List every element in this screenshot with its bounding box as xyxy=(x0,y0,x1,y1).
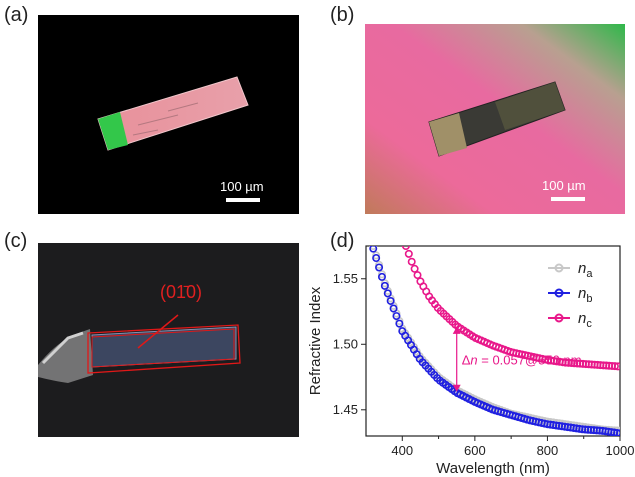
plane-label: (01̄0) xyxy=(160,282,202,302)
legend-item-n_a: na xyxy=(548,260,593,280)
crystal-c-holder xyxy=(38,329,93,383)
scale-bar-a xyxy=(226,198,260,202)
series-marker xyxy=(616,429,620,436)
series-marker xyxy=(372,254,381,263)
series-marker xyxy=(404,249,413,258)
y-axis-label: Refractive Index xyxy=(307,286,324,395)
series-n_c xyxy=(401,246,620,371)
crystal-b-end-region xyxy=(429,113,467,156)
delta-n-label: Δn = 0.057@550 nm xyxy=(462,352,582,367)
series-marker xyxy=(369,246,378,253)
x-axis-label: Wavelength (nm) xyxy=(436,460,550,477)
series-marker xyxy=(375,260,384,269)
y-tick-label: 1.55 xyxy=(333,271,358,286)
series-marker xyxy=(392,312,401,321)
scale-bar-a-label: 100 µm xyxy=(220,179,264,194)
panel-b-label: (b) xyxy=(330,4,355,26)
crystal-c-outline xyxy=(87,324,241,374)
series-marker xyxy=(380,281,389,290)
scale-bar-b xyxy=(551,197,585,201)
series-marker xyxy=(613,428,620,436)
series-marker xyxy=(395,319,404,328)
series-marker xyxy=(389,304,398,313)
x-tick-label: 800 xyxy=(537,443,559,458)
legend-item-n_c: nc xyxy=(548,310,592,330)
legend-swatch-marker xyxy=(554,313,564,323)
series-marker xyxy=(383,289,392,298)
x-tick-label: 1000 xyxy=(606,443,635,458)
series-marker xyxy=(380,279,389,288)
legend-swatch-marker xyxy=(554,263,564,273)
crystal-a-green-region xyxy=(98,112,128,150)
series-n_b xyxy=(369,246,620,436)
series-marker xyxy=(377,272,386,281)
legend-label: nb xyxy=(578,285,592,305)
plane-pointer-line xyxy=(137,314,179,349)
series-marker xyxy=(401,246,410,250)
panel-c-label: (c) xyxy=(4,230,28,252)
micrograph-c: (01̄0) xyxy=(38,243,299,437)
crystal-a-image xyxy=(97,76,249,151)
series-marker xyxy=(377,270,386,279)
crystal-c-outline-inner xyxy=(91,328,235,368)
legend-label: nc xyxy=(578,310,592,330)
series-marker xyxy=(610,362,619,371)
delta-n-arrowhead-bottom xyxy=(452,384,461,392)
refractive-index-chart: 400 600 800 1000 1.45 1.50 1.55 Wavelength (nm)… xyxy=(307,245,635,477)
micrograph-a: 100 µm xyxy=(38,15,299,214)
crystal-c-holder-edge xyxy=(41,331,84,365)
plot-frame xyxy=(365,245,621,437)
chart-axes: 400 600 800 1000 1.45 1.50 1.55 Wavelength (nm)… xyxy=(307,245,635,477)
delta-n-arrowhead-top xyxy=(452,326,461,334)
series-marker xyxy=(407,257,416,266)
crystal-a-body xyxy=(97,76,249,151)
y-tick-label: 1.45 xyxy=(333,402,358,417)
panel-a-label: (a) xyxy=(4,4,29,26)
crystal-b-image xyxy=(365,24,625,214)
scale-bar-b-label: 100 µm xyxy=(542,178,586,193)
legend-item-n_b: nb xyxy=(548,285,592,305)
chart-series-layer xyxy=(369,246,620,436)
micrograph-b: 100 µm xyxy=(365,24,625,214)
series-marker xyxy=(375,263,384,272)
crystal-c-image: (01̄0) xyxy=(38,282,241,383)
series-marker xyxy=(386,296,395,305)
series-marker xyxy=(410,264,419,273)
y-tick-label: 1.50 xyxy=(333,336,358,351)
legend-swatch-marker xyxy=(554,288,564,298)
x-tick-label: 400 xyxy=(391,443,413,458)
series-marker xyxy=(372,251,381,260)
series-marker xyxy=(369,246,378,250)
x-tick-label: 600 xyxy=(464,443,486,458)
crystal-b-shade xyxy=(495,82,565,130)
chart-annotation-layer: Δn = 0.057@550 nm xyxy=(452,326,582,392)
chart-legend: na nb nc xyxy=(548,260,593,330)
legend-label: na xyxy=(578,260,593,280)
series-marker xyxy=(413,271,422,280)
series-marker xyxy=(613,362,620,371)
crystal-a-texture xyxy=(132,102,199,136)
panel-d-label: (d) xyxy=(330,230,355,252)
